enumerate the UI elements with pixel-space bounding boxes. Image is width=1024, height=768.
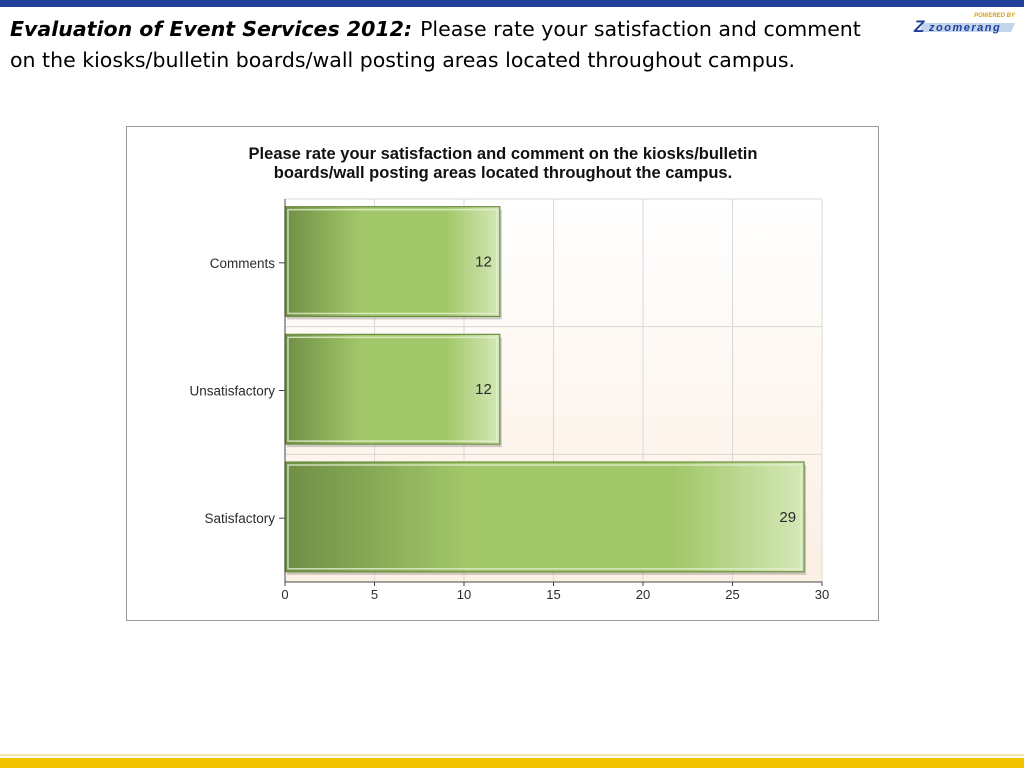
bar-comments [284, 206, 501, 318]
slide-heading: Evaluation of Event Services 2012: Please… [10, 14, 890, 76]
x-tick-label: 10 [457, 587, 471, 602]
bar-value-label: 12 [475, 381, 492, 398]
heading-lead: Evaluation of Event Services 2012: [10, 17, 413, 41]
y-category-label: Satisfactory [204, 511, 275, 526]
y-category-label: Unsatisfactory [189, 384, 275, 399]
chart-frame: Please rate your satisfaction and commen… [126, 126, 879, 621]
logo-brand: zoomerang [928, 22, 1001, 34]
logo-powered-by: POWERED BY [974, 13, 1016, 19]
bottom-accent-stripe [0, 758, 1024, 768]
chart-title-line-2: boards/wall posting areas located throug… [274, 164, 732, 182]
bar-unsatisfactory [284, 333, 501, 445]
y-category-label: Comments [210, 256, 276, 271]
top-accent-stripe [0, 0, 1024, 7]
bar-value-label: 29 [779, 509, 796, 526]
bar-satisfactory [284, 461, 805, 573]
bar-value-label: 12 [475, 254, 492, 271]
bar-inner-highlight [287, 464, 802, 570]
logo-mark: Z [913, 17, 925, 36]
x-tick-label: 15 [546, 587, 560, 602]
heading-text: Please rate your satisfaction and commen… [10, 17, 861, 72]
x-tick-label: 20 [636, 587, 650, 602]
bar-inner-highlight [287, 208, 498, 315]
chart-title-line-1: Please rate your satisfaction and commen… [249, 145, 758, 163]
bar-chart: Please rate your satisfaction and commen… [189, 145, 829, 602]
bar-inner-highlight [287, 336, 498, 442]
zoomerang-logo: POWERED BY Z zoomerang [913, 13, 1016, 36]
x-tick-label: 5 [371, 587, 378, 602]
bottom-accent-line [0, 754, 1024, 756]
x-tick-label: 25 [725, 587, 739, 602]
x-tick-label: 30 [815, 587, 829, 602]
x-tick-label: 0 [281, 587, 288, 602]
